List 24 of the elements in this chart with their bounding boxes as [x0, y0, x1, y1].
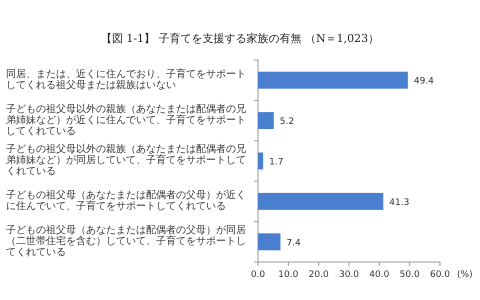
bar	[258, 72, 408, 89]
x-tick-label: 40.0	[369, 270, 390, 280]
data-label: 5.2	[280, 117, 294, 128]
data-label: 7.4	[286, 238, 302, 248]
bar	[258, 192, 384, 210]
y-tick-label: 子どもの祖父母（あなたまたは配偶者の父母）が同居（二世帯住宅を含む）していて、子育てをサポートしてくれている	[6, 224, 247, 260]
data-label: 1.7	[269, 158, 284, 168]
y-tick-label: 子どもの祖父母以外の親族（あなたまたは配偶者の兄弟姉妹など）が近くに住んでいて、子育てをサポートしてくれている	[6, 102, 247, 140]
y-tick-label: 子どもの祖父母（あなたまたは配偶者の父母）が近くに住んでいて、子育てをサポートしてくれている	[6, 188, 247, 214]
chart-title: 【図 1-1】 子育てを支援する家族の有無 （N＝1,023）	[100, 32, 380, 45]
y-tick-label: 子どもの祖父母以外の親族（あなたまたは配偶者の兄弟姉妹など）が同居していて、子育てをサポートしてくれている	[6, 142, 247, 180]
x-tick-label: 30.0	[338, 270, 360, 280]
y-tick-label: 同居、または、近くに住んでおり、子育てをサポートしてくれる祖父母または親族はいない	[6, 68, 247, 94]
bar	[258, 112, 274, 130]
x-tick-label: 0.0	[250, 270, 266, 280]
x-tick-label: 10.0	[278, 270, 299, 280]
bar	[258, 152, 264, 170]
bar	[258, 233, 280, 250]
data-label: 49.4	[414, 76, 434, 87]
x-tick-label: 50.0	[400, 270, 420, 280]
x-tick-label: 20.0	[308, 270, 329, 280]
x-tick-label: 60.0	[430, 270, 450, 280]
x-axis-title: (%)	[457, 270, 473, 280]
data-label: 41.3	[389, 198, 410, 208]
